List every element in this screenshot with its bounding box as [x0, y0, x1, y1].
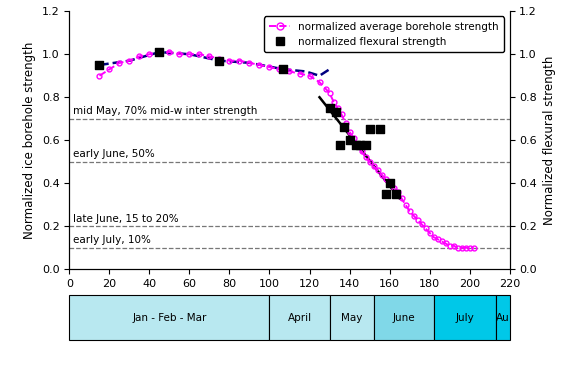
- Point: [279, 66, 288, 72]
- Point: [345, 137, 354, 143]
- Point: [335, 142, 344, 148]
- Bar: [496, 295, 510, 340]
- Bar: [69, 295, 269, 340]
- Text: Jan - Feb - Mar: Jan - Feb - Mar: [133, 313, 207, 323]
- Point: [215, 58, 224, 64]
- Bar: [269, 295, 329, 340]
- Point: [375, 126, 384, 132]
- Point: [385, 180, 394, 186]
- Text: mid May, 70% mid-w inter strength: mid May, 70% mid-w inter strength: [74, 106, 258, 116]
- Point: [339, 125, 348, 131]
- Text: early July, 10%: early July, 10%: [74, 235, 151, 245]
- Text: late June, 15 to 20%: late June, 15 to 20%: [74, 214, 179, 224]
- Bar: [373, 295, 434, 340]
- Y-axis label: Normalized ice borehole strength: Normalized ice borehole strength: [24, 42, 36, 239]
- Point: [355, 142, 364, 148]
- Point: [361, 142, 370, 148]
- Bar: [329, 295, 373, 340]
- Point: [331, 109, 340, 115]
- Text: July: July: [455, 313, 474, 323]
- Text: early June, 50%: early June, 50%: [74, 149, 155, 159]
- Text: Au: Au: [496, 313, 510, 323]
- Point: [325, 105, 334, 111]
- Point: [365, 126, 374, 132]
- Text: April: April: [287, 313, 312, 323]
- Bar: [434, 295, 496, 340]
- Point: [351, 142, 360, 148]
- Point: [391, 191, 400, 197]
- Legend: normalized average borehole strength, normalized flexural strength: normalized average borehole strength, no…: [264, 16, 504, 52]
- Point: [155, 49, 164, 55]
- Y-axis label: Normalized flexural strength: Normalized flexural strength: [543, 56, 555, 225]
- Text: May: May: [341, 313, 362, 323]
- Point: [381, 191, 390, 197]
- Text: June: June: [392, 313, 415, 323]
- X-axis label: Julian Day: Julian Day: [260, 295, 319, 307]
- Point: [95, 62, 104, 68]
